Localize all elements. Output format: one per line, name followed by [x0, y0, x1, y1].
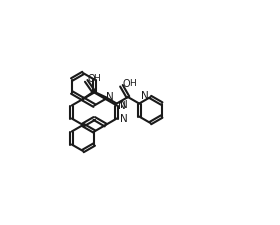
- Text: N: N: [118, 101, 125, 110]
- Text: H: H: [93, 74, 100, 83]
- Text: N: N: [106, 92, 114, 102]
- Text: H: H: [129, 79, 136, 88]
- Text: N: N: [120, 101, 127, 110]
- Text: O: O: [87, 74, 95, 84]
- Text: N: N: [120, 113, 127, 124]
- Text: N: N: [141, 91, 148, 101]
- Text: O: O: [122, 79, 130, 89]
